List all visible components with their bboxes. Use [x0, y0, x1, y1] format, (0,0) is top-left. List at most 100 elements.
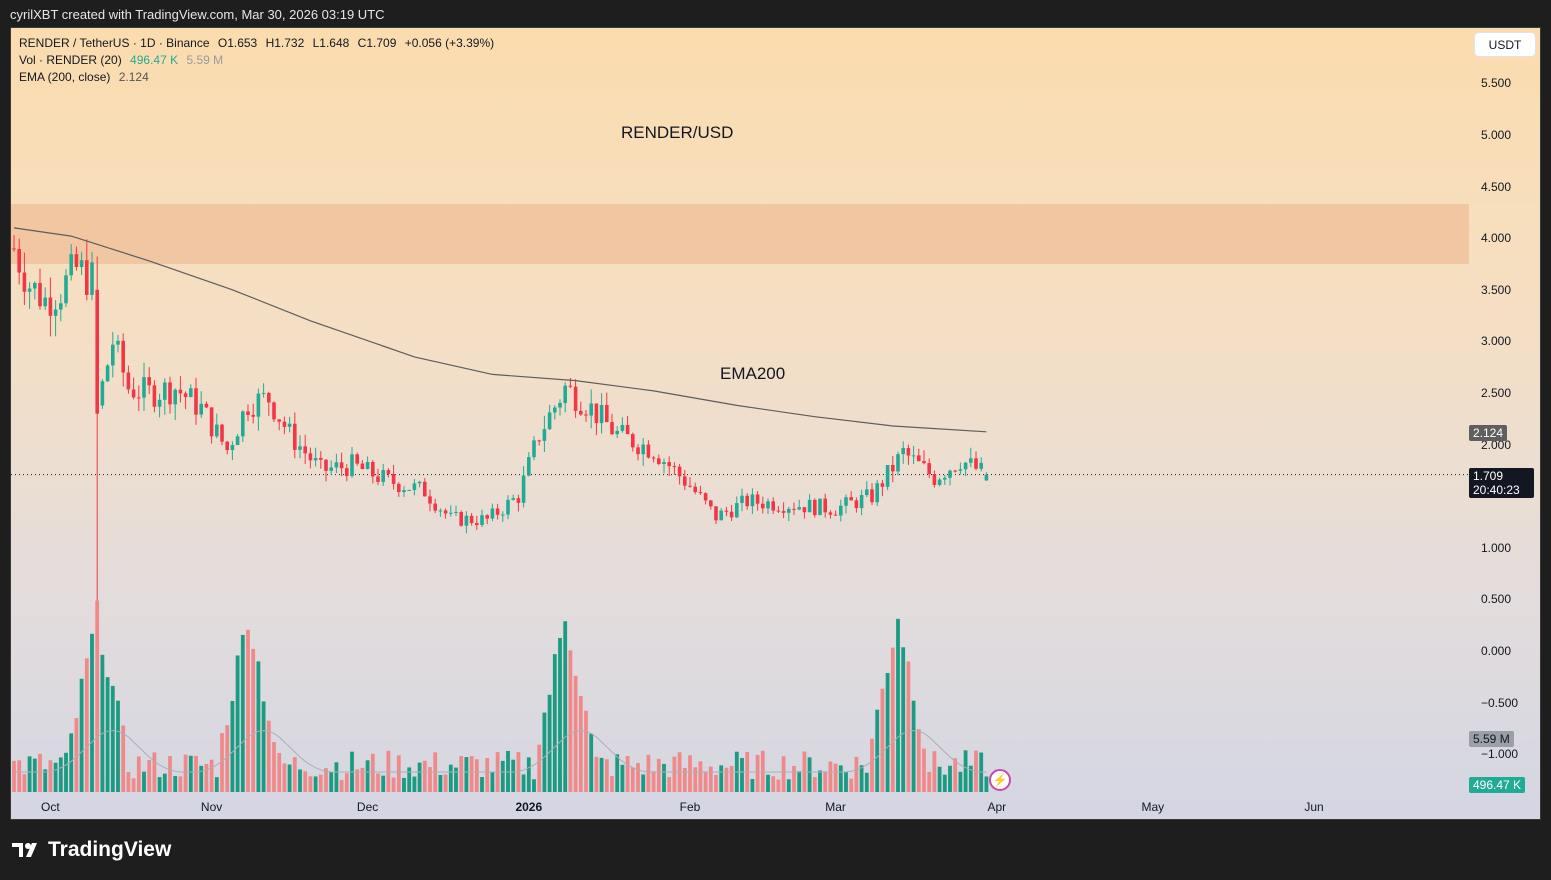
volume-bar	[558, 637, 562, 792]
candle-body	[937, 479, 942, 485]
ema-label[interactable]: EMA (200, close)	[19, 70, 111, 84]
volume-bar	[17, 760, 22, 792]
volume-bar	[240, 634, 245, 792]
volume-bar	[116, 700, 120, 792]
candle-body	[105, 365, 110, 382]
candle-body	[948, 470, 952, 478]
time-tick-label: Jun	[1304, 800, 1324, 814]
symbol-label[interactable]: RENDER / TetherUS · 1D · Binance	[19, 36, 210, 50]
price-tick-label: 4.000	[1481, 231, 1512, 246]
volume-bar	[693, 767, 698, 792]
tradingview-logo[interactable]: TradingView	[12, 838, 171, 862]
volume-bar	[69, 733, 74, 792]
candle-body	[662, 462, 666, 465]
volume-bar	[672, 756, 677, 792]
volume-bar	[485, 758, 490, 792]
candle-body	[917, 455, 921, 462]
volume-bar	[766, 774, 770, 792]
candle-body	[854, 500, 859, 509]
volume-bar	[885, 672, 890, 792]
volume-bar	[105, 677, 110, 792]
candle-body	[511, 498, 515, 500]
time-tick-label: Mar	[825, 800, 846, 814]
volume-bar	[890, 647, 895, 792]
price-tick-label: 4.500	[1481, 179, 1512, 194]
volume-bar	[968, 765, 973, 792]
candle-body	[22, 272, 27, 292]
ohlc-legend: RENDER / TetherUS · 1D · Binance O1.653 …	[19, 36, 499, 50]
volume-bar	[656, 758, 661, 792]
candle-body	[527, 457, 531, 476]
volume-bar	[230, 700, 235, 792]
candle-body	[443, 510, 448, 514]
candle-body	[927, 463, 931, 475]
candle-body	[475, 523, 479, 526]
volume-bar	[162, 773, 167, 792]
volume-label[interactable]: Vol · RENDER (20)	[19, 53, 122, 67]
volume-ma-value: 5.59 M	[186, 53, 224, 67]
volume-bar	[365, 760, 370, 792]
candle-body	[428, 496, 432, 504]
volume-bar	[324, 768, 328, 792]
candle-body	[693, 486, 697, 493]
volume-bar	[719, 765, 724, 792]
volume-bar	[386, 750, 391, 792]
candle-body	[865, 489, 869, 496]
currency-button[interactable]: USDT	[1475, 33, 1535, 56]
ema-value: 2.124	[118, 70, 149, 84]
candle-body	[360, 463, 365, 470]
time-tick-label: Feb	[679, 800, 701, 814]
candle-body	[48, 297, 53, 316]
candle-body	[485, 515, 489, 519]
volume-bar	[272, 742, 276, 792]
chart-frame[interactable]: RENDER / TetherUS · 1D · Binance O1.653 …	[10, 27, 1541, 820]
candle-body	[339, 462, 344, 469]
candle-body	[506, 499, 510, 515]
volume-bar	[292, 757, 297, 792]
pair-annotation[interactable]: RENDER/USD	[621, 123, 734, 142]
candle-body	[464, 515, 469, 526]
candle-body	[79, 260, 84, 268]
volume-bar	[396, 755, 401, 792]
volume-bar	[84, 658, 89, 792]
lightning-icon[interactable]: ⚡	[989, 769, 1011, 791]
volume-bar	[818, 770, 822, 792]
volume-bar	[12, 760, 16, 792]
volume-bar	[589, 733, 594, 792]
volume-bar	[402, 777, 406, 792]
volume-bar	[599, 757, 604, 792]
volume-bar	[636, 763, 640, 792]
candle-body	[870, 489, 874, 503]
candle-body	[901, 448, 905, 455]
candle-body	[958, 469, 963, 471]
volume-bar	[334, 762, 339, 792]
volume-bar	[781, 756, 786, 792]
candle-body	[542, 429, 547, 441]
candle-body	[558, 402, 562, 408]
candle-body	[147, 377, 151, 386]
candle-body	[963, 462, 968, 470]
candle-body	[287, 423, 292, 427]
candle-body	[875, 483, 879, 503]
candle-body	[953, 470, 957, 472]
candle-body	[750, 494, 755, 507]
candle-body	[194, 388, 198, 415]
candle-body	[724, 510, 729, 512]
price-tick-label: 0.500	[1481, 592, 1512, 607]
chart-canvas[interactable]	[11, 28, 1541, 820]
volume-bar	[339, 779, 344, 792]
ema-annotation[interactable]: EMA200	[720, 364, 786, 383]
volume-bar	[911, 700, 916, 792]
time-tick-label: Oct	[41, 800, 60, 814]
candle-body	[568, 385, 573, 387]
volume-bar	[225, 725, 230, 792]
volume-bar	[916, 729, 921, 792]
candle-body	[969, 458, 973, 463]
candle-body	[896, 454, 900, 472]
candle-body	[859, 495, 864, 509]
candle-body	[423, 481, 427, 497]
candle-body	[53, 309, 58, 316]
price-tick-label: −0.500	[1481, 695, 1519, 710]
volume-bar	[469, 756, 474, 792]
price-tick-label: 5.000	[1481, 128, 1512, 142]
